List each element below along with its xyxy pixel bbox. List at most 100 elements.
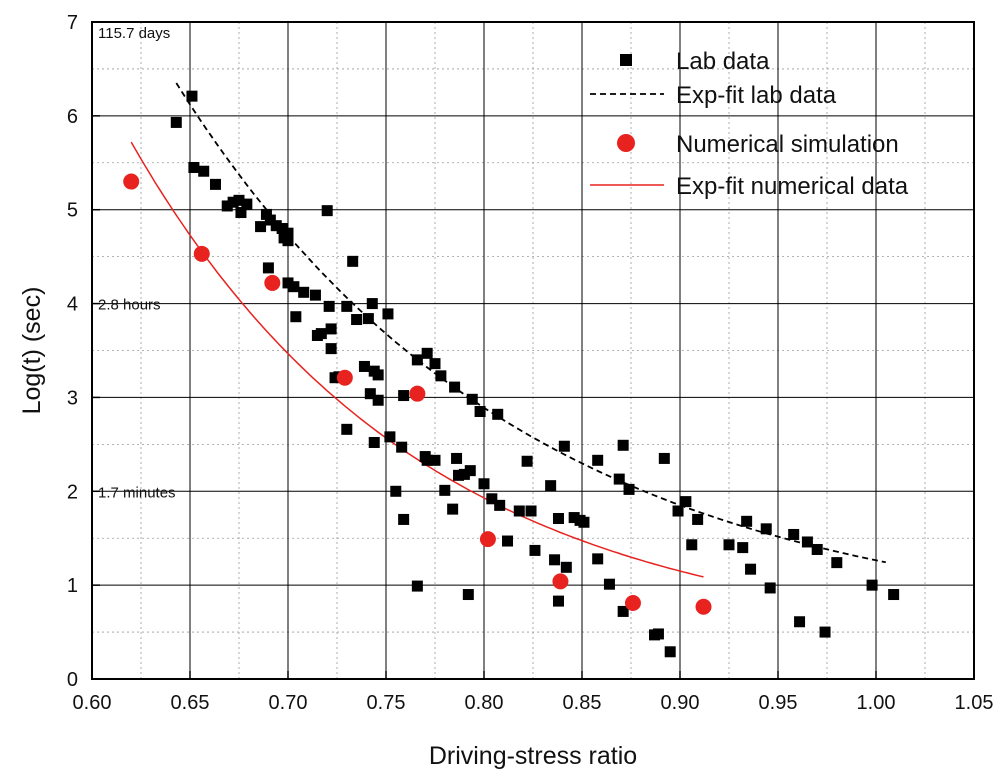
lab-data-point	[474, 406, 486, 418]
lab-data-point	[262, 262, 274, 274]
y-tick-label: 0	[67, 669, 78, 691]
lab-data-point	[323, 300, 335, 312]
lab-data-point	[453, 469, 465, 481]
lab-data-point	[811, 543, 823, 555]
y-axis-ticks: 0 1 2 3 4 5 6 7	[67, 12, 100, 691]
lab-data-point	[866, 579, 878, 591]
lab-data-point	[466, 393, 478, 405]
lab-data-point	[429, 454, 441, 466]
lab-data-point	[382, 308, 394, 320]
x-tick-label: 0.60	[73, 692, 112, 714]
legend-circle-marker	[617, 134, 635, 152]
lab-data-point	[315, 328, 327, 340]
lab-data-point	[341, 423, 353, 435]
lab-data-point	[764, 582, 776, 594]
lab-data-point	[492, 408, 504, 420]
lab-data-point	[549, 554, 561, 566]
lab-data-point	[186, 90, 198, 102]
x-tick-label: 0.90	[661, 692, 700, 714]
lab-data-point	[664, 646, 676, 658]
lab-data-point	[325, 343, 337, 355]
lab-data-point	[529, 544, 541, 556]
lab-data-point	[502, 535, 514, 547]
lab-data-point	[390, 485, 402, 497]
lab-data-point	[613, 473, 625, 485]
y-tick-label: 3	[67, 387, 78, 409]
lab-data-point	[449, 381, 461, 393]
lab-data-point	[513, 505, 525, 517]
x-axis-ticks: 0.60 0.65 0.70 0.75 0.80 0.85 0.90 0.95 1.00 1.05	[73, 671, 994, 714]
lab-data-point	[384, 431, 396, 443]
lab-data-point	[282, 277, 294, 289]
lab-data-point	[260, 208, 272, 220]
lab-data-point	[290, 311, 302, 323]
lab-data-point	[652, 628, 664, 640]
lab-data-point	[494, 499, 506, 511]
lab-data-point	[486, 493, 498, 505]
x-tick-label: 0.80	[465, 692, 504, 714]
lab-data-point	[686, 539, 698, 551]
lab-data-point	[264, 214, 276, 226]
lab-data-point	[362, 313, 374, 325]
lab-data-point	[447, 503, 459, 515]
y-tick-label: 5	[67, 200, 78, 222]
lab-data-point	[364, 388, 376, 400]
lab-data-point	[552, 595, 564, 607]
lab-data-point	[372, 394, 384, 406]
lab-data-point	[558, 440, 570, 452]
lab-data-point	[341, 300, 353, 312]
lab-data-point	[282, 227, 294, 239]
lab-data-point	[221, 200, 233, 212]
x-tick-label: 1.00	[857, 692, 896, 714]
minor-grid	[92, 22, 974, 679]
lab-data-point	[737, 542, 749, 554]
simulation-data-point	[123, 173, 140, 190]
simulation-data-point	[624, 594, 641, 611]
y-tick-label: 4	[67, 294, 78, 316]
lab-data-point	[888, 589, 900, 601]
lab-data-point	[478, 478, 490, 490]
lab-data-point	[429, 358, 441, 370]
simulation-data-point	[193, 245, 210, 262]
x-tick-label: 0.65	[171, 692, 210, 714]
lab-data-point	[170, 116, 182, 128]
lab-data-point	[801, 536, 813, 548]
lab-data-point	[398, 513, 410, 525]
data-points	[123, 90, 900, 658]
y-tick-label: 6	[67, 106, 78, 128]
lab-data-point	[552, 513, 564, 525]
lab-data-point	[578, 516, 590, 528]
lab-data-point	[458, 468, 470, 480]
lab-data-point	[831, 557, 843, 569]
lab-data-point	[745, 563, 757, 575]
y-axis-title: Log(t) (sec)	[18, 287, 46, 415]
lab-data-point	[521, 455, 533, 467]
lab-data-point	[235, 207, 247, 219]
lab-data-point	[325, 323, 337, 335]
lab-data-point	[794, 616, 806, 628]
lab-data-point	[592, 553, 604, 565]
lab-data-point	[396, 441, 408, 453]
lab-data-point	[568, 512, 580, 524]
lab-data-point	[603, 578, 615, 590]
legend-lab-fit: Exp-fit lab data	[676, 82, 837, 109]
lab-data-point	[411, 354, 423, 366]
lab-data-point	[198, 165, 210, 177]
x-tick-label: 1.05	[955, 692, 994, 714]
lab-data-point	[309, 289, 321, 301]
lab-data-point	[298, 286, 310, 298]
legend-simulation: Numerical simulation	[676, 131, 899, 158]
lab-data-point	[227, 196, 239, 208]
lab-data-point	[270, 220, 282, 232]
lab-data-point	[525, 505, 537, 517]
legend-lab-data: Lab data	[676, 48, 770, 75]
lab-data-point	[366, 298, 378, 310]
lab-data-point	[358, 360, 370, 372]
y-tick-label: 1	[67, 575, 78, 597]
time-annotation: 1.7 minutes	[98, 484, 176, 501]
lab-data-point	[347, 255, 359, 267]
lab-data-point	[321, 205, 333, 217]
legend-square-marker	[620, 54, 632, 66]
lab-data-point	[398, 390, 410, 402]
lab-data-point	[451, 452, 463, 464]
